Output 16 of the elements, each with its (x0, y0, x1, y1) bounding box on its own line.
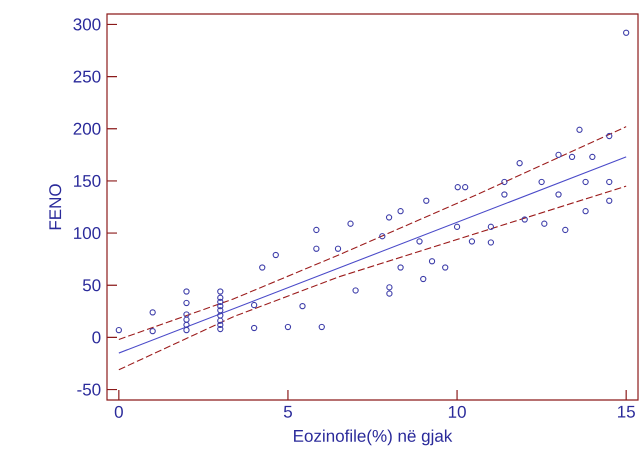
line-series (118, 126, 627, 340)
x-tick-label: 5 (284, 406, 292, 418)
y-tick-label: 100 (74, 227, 100, 240)
y-tick-label: 50 (82, 279, 100, 292)
x-tick-label: 10 (448, 406, 466, 418)
x-tick-label: 15 (618, 406, 635, 418)
y-tick-label: 150 (74, 174, 100, 187)
y-axis-title: FENO (49, 184, 62, 230)
y-tick-label: -50 (77, 384, 100, 396)
line-series (118, 186, 627, 370)
y-tick-label: 200 (74, 122, 100, 135)
x-tick-label: 0 (114, 406, 123, 418)
y-tick-label: 250 (74, 70, 100, 83)
y-tick-label: 300 (73, 18, 100, 30)
x-axis-title: Eozinofile(%) në gjak (294, 429, 452, 446)
y-tick-label: 0 (92, 331, 100, 344)
